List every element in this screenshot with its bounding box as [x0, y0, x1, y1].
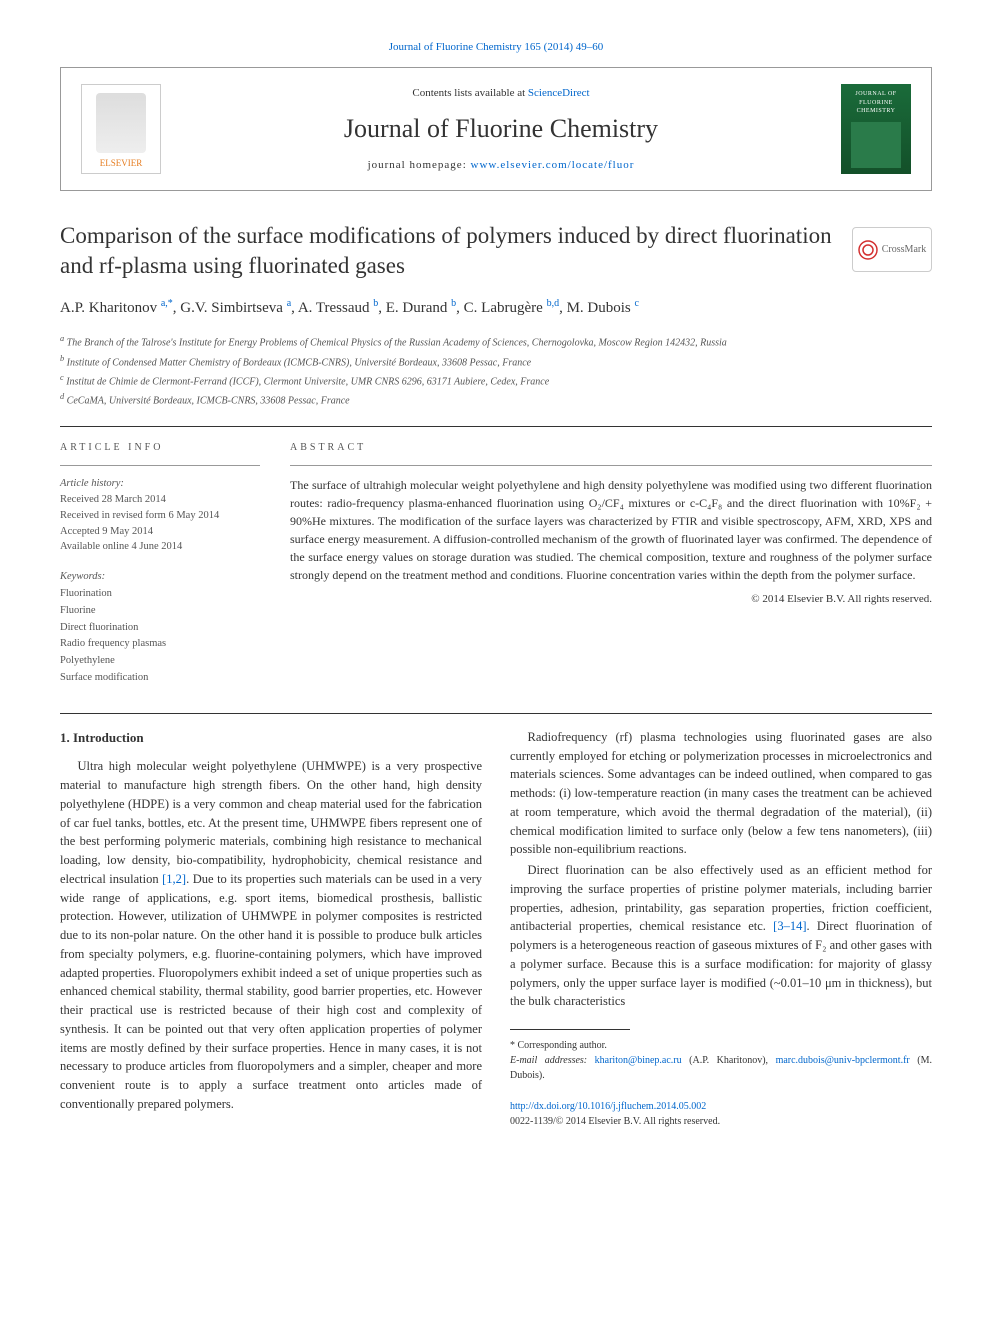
keyword-item: Polyethylene [60, 653, 260, 670]
p1a: Ultra high molecular weight polyethylene… [60, 759, 482, 886]
abstract-sep [290, 465, 932, 466]
ref-link-1-2[interactable]: [1,2] [162, 872, 186, 886]
info-sep [60, 465, 260, 466]
corresponding-text: Corresponding author. [518, 1040, 607, 1051]
corresponding-author-note: * Corresponding author. [510, 1038, 932, 1053]
abstract-label: ABSTRACT [290, 441, 932, 455]
history-label: Article history: [60, 476, 260, 492]
authors-line: A.P. Kharitonov a,*, G.V. Simbirtseva a,… [60, 297, 932, 319]
body-text-columns: 1. Introduction Ultra high molecular wei… [60, 728, 932, 1129]
abstract-column: ABSTRACT The surface of ultrahigh molecu… [290, 441, 932, 686]
contents-line: Contents lists available at ScienceDirec… [161, 86, 841, 101]
footnote-separator [510, 1029, 630, 1030]
affiliation-item: a The Branch of the Talrose's Institute … [60, 333, 932, 350]
intro-heading: 1. Introduction [60, 728, 482, 748]
ref-link-3-14[interactable]: [3–14] [773, 919, 806, 933]
journal-header-box: ELSEVIER Contents lists available at Sci… [60, 67, 932, 191]
intro-paragraph-2: Radiofrequency (rf) plasma technologies … [510, 728, 932, 859]
article-info-column: ARTICLE INFO Article history: Received 2… [60, 441, 260, 686]
article-info-label: ARTICLE INFO [60, 441, 260, 455]
article-title: Comparison of the surface modifications … [60, 221, 840, 281]
crossmark-icon [858, 240, 878, 260]
affiliation-item: c Institut de Chimie de Clermont-Ferrand… [60, 372, 932, 389]
info-abstract-row: ARTICLE INFO Article history: Received 2… [60, 441, 932, 686]
intro-paragraph-1: Ultra high molecular weight polyethylene… [60, 757, 482, 1113]
abstract-copyright: © 2014 Elsevier B.V. All rights reserved… [290, 592, 932, 607]
keyword-item: Fluorine [60, 603, 260, 620]
affiliations-block: a The Branch of the Talrose's Institute … [60, 333, 932, 408]
intro-paragraph-3: Direct fluorination can be also effectiv… [510, 861, 932, 1011]
contents-prefix: Contents lists available at [412, 87, 527, 99]
abstract-text: The surface of ultrahigh molecular weigh… [290, 476, 932, 584]
elsevier-tree-icon [96, 93, 146, 153]
history-line: Available online 4 June 2014 [60, 539, 260, 555]
cover-title: JOURNAL OF FLUORINE CHEMISTRY [845, 90, 907, 115]
affiliation-item: b Institute of Condensed Matter Chemistr… [60, 353, 932, 370]
footnotes-block: * Corresponding author. E-mail addresses… [510, 1038, 932, 1083]
elsevier-label: ELSEVIER [100, 157, 143, 170]
keywords-block: Keywords: FluorinationFluorineDirect flu… [60, 569, 260, 687]
crossmark-label: CrossMark [882, 243, 926, 257]
cover-image [851, 122, 901, 169]
homepage-prefix: journal homepage: [368, 159, 471, 171]
separator-top [60, 426, 932, 427]
history-line: Received in revised form 6 May 2014 [60, 508, 260, 524]
separator-bottom [60, 713, 932, 714]
email-link[interactable]: marc.dubois@univ-bpclermont.fr [776, 1055, 910, 1066]
keyword-item: Direct fluorination [60, 620, 260, 637]
affiliation-item: d CeCaMA, Université Bordeaux, ICMCB-CNR… [60, 391, 932, 408]
homepage-line: journal homepage: www.elsevier.com/locat… [161, 158, 841, 173]
email-addresses-line: E-mail addresses: khariton@binep.ac.ru (… [510, 1053, 932, 1083]
issn-copyright: 0022-1139/© 2014 Elsevier B.V. All right… [510, 1116, 720, 1127]
keyword-item: Surface modification [60, 670, 260, 687]
sciencedirect-link[interactable]: ScienceDirect [528, 87, 590, 99]
homepage-link[interactable]: www.elsevier.com/locate/fluor [471, 159, 635, 171]
keyword-item: Radio frequency plasmas [60, 636, 260, 653]
doi-block: http://dx.doi.org/10.1016/j.jfluchem.201… [510, 1099, 932, 1129]
header-center: Contents lists available at ScienceDirec… [161, 86, 841, 173]
article-history-block: Article history: Received 28 March 2014R… [60, 476, 260, 555]
journal-cover-thumbnail[interactable]: JOURNAL OF FLUORINE CHEMISTRY [841, 84, 911, 174]
history-line: Received 28 March 2014 [60, 492, 260, 508]
crossmark-badge[interactable]: CrossMark [852, 227, 932, 272]
email-link[interactable]: khariton@binep.ac.ru [595, 1055, 682, 1066]
keyword-item: Fluorination [60, 586, 260, 603]
p1b: . Due to its properties such materials c… [60, 872, 482, 1111]
doi-link[interactable]: http://dx.doi.org/10.1016/j.jfluchem.201… [510, 1101, 706, 1112]
journal-name: Journal of Fluorine Chemistry [161, 111, 841, 147]
citation-link[interactable]: Journal of Fluorine Chemistry 165 (2014)… [389, 41, 603, 53]
history-line: Accepted 9 May 2014 [60, 524, 260, 540]
email-label: E-mail addresses: [510, 1055, 587, 1066]
journal-citation-link[interactable]: Journal of Fluorine Chemistry 165 (2014)… [60, 40, 932, 55]
keywords-label: Keywords: [60, 569, 260, 586]
elsevier-logo[interactable]: ELSEVIER [81, 84, 161, 174]
